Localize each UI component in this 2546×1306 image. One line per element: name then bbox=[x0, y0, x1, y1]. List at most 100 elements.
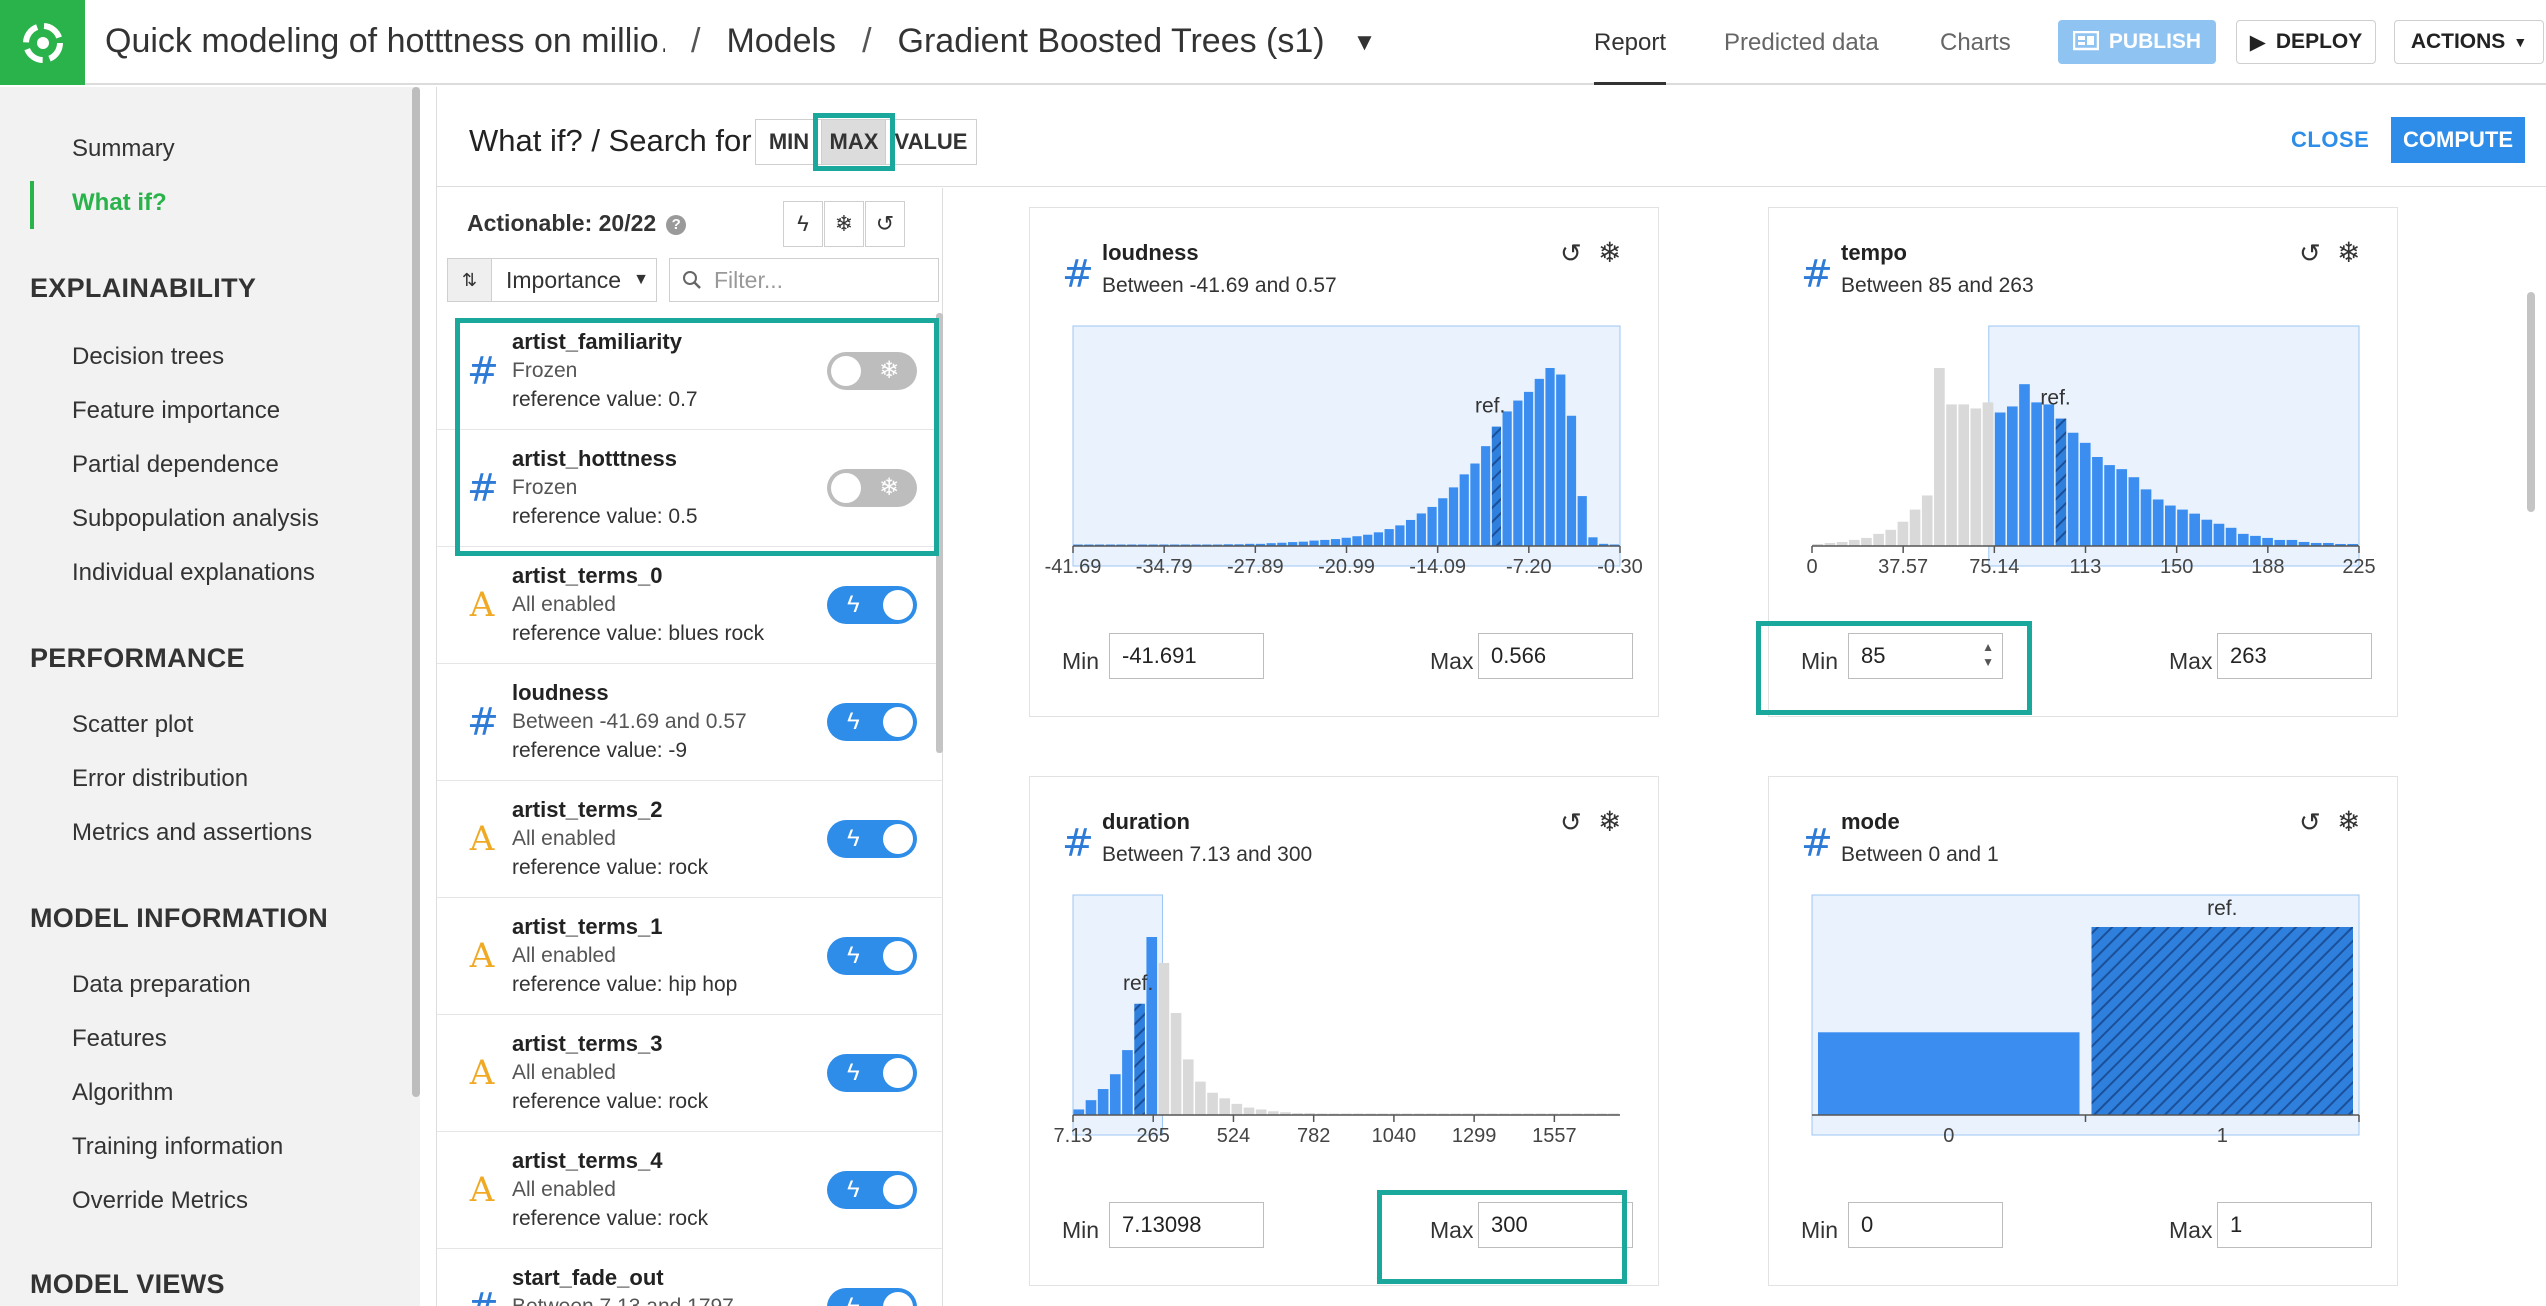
feature-reference: reference value: hip hop bbox=[512, 973, 738, 996]
histogram-bar bbox=[1395, 525, 1405, 546]
histogram-bar bbox=[1994, 412, 2006, 546]
max-input[interactable]: 263 bbox=[2217, 633, 2372, 679]
nav-scrollbar[interactable] bbox=[412, 87, 420, 1097]
min-input[interactable]: 0 bbox=[1848, 1202, 2003, 1248]
nav-override-metrics[interactable]: Override Metrics bbox=[72, 1187, 249, 1214]
feature-list-scrollbar[interactable] bbox=[936, 313, 943, 753]
snowflake-icon[interactable]: ❄ bbox=[1598, 806, 1622, 837]
reset-all-button[interactable]: ↺ bbox=[865, 201, 905, 247]
histogram-chart[interactable]: ref. 7.13 265 524 782 1040 1299 1557 bbox=[1030, 887, 1660, 1187]
histogram-chart[interactable]: ref. -41.69 -34.79 -27.89 -20.99 -14.09 -7.20 -… bbox=[1030, 318, 1660, 618]
enable-toggle[interactable]: ϟ bbox=[827, 703, 917, 741]
publish-button[interactable]: PUBLISH bbox=[2058, 20, 2216, 64]
undo-icon: ↺ bbox=[875, 211, 895, 236]
enable-toggle[interactable]: ϟ bbox=[827, 1054, 917, 1092]
nav-algorithm[interactable]: Algorithm bbox=[72, 1079, 174, 1106]
freeze-toggle[interactable]: ❄ bbox=[827, 352, 917, 390]
histogram-bar bbox=[2310, 542, 2322, 546]
histogram-bar bbox=[1438, 498, 1448, 546]
breadcrumb-project[interactable]: Quick modeling of hotttness on millio… bbox=[105, 22, 665, 60]
enable-toggle[interactable]: ϟ bbox=[827, 586, 917, 624]
freeze-all-button[interactable]: ❄ bbox=[824, 201, 864, 247]
nav-error-distribution[interactable]: Error distribution bbox=[72, 765, 249, 792]
nav-decision-trees[interactable]: Decision trees bbox=[72, 343, 225, 370]
filter-input[interactable] bbox=[714, 266, 924, 294]
actions-button[interactable]: ACTIONS ▼ bbox=[2394, 20, 2544, 64]
freeze-toggle[interactable]: ❄ bbox=[827, 469, 917, 507]
tab-predicted-data[interactable]: Predicted data bbox=[1724, 29, 1879, 56]
mode-max-button[interactable]: MAX bbox=[821, 119, 887, 165]
feature-name: artist_terms_4 bbox=[512, 1148, 663, 1173]
nav-features[interactable]: Features bbox=[72, 1025, 167, 1052]
card-feature-name: tempo bbox=[1841, 240, 1907, 265]
stepper-icon[interactable]: ▲ ▼ bbox=[1982, 640, 1994, 669]
undo-icon[interactable]: ↺ bbox=[1560, 238, 1582, 268]
tab-report[interactable]: Report bbox=[1594, 0, 1667, 85]
x-tick-label: 1557 bbox=[1532, 1125, 1577, 1147]
x-tick-label: 1299 bbox=[1452, 1125, 1497, 1147]
enable-toggle[interactable]: ϟ bbox=[827, 1288, 917, 1306]
feature-row[interactable]: # start_fade_out Between 7.13 and 1797 ϟ bbox=[437, 1249, 943, 1306]
mode-value-button[interactable]: VALUE bbox=[885, 119, 977, 165]
enable-toggle[interactable]: ϟ bbox=[827, 937, 917, 975]
histogram-bar bbox=[1534, 378, 1544, 546]
min-input[interactable]: -41.691 bbox=[1109, 633, 1264, 679]
close-button[interactable]: CLOSE bbox=[2291, 127, 2370, 152]
categorical-icon: A bbox=[469, 1053, 495, 1093]
undo-icon[interactable]: ↺ bbox=[1560, 807, 1582, 837]
histogram-chart[interactable]: ref. 0 37.57 75.14 113 150 188 225 bbox=[1769, 318, 2399, 618]
breadcrumb-model-name[interactable]: Gradient Boosted Trees (s1) bbox=[897, 22, 1325, 60]
nav-metrics-assertions[interactable]: Metrics and assertions bbox=[72, 819, 313, 846]
nav-subpopulation-analysis[interactable]: Subpopulation analysis bbox=[72, 505, 319, 532]
snowflake-icon: ❄ bbox=[879, 357, 900, 384]
nav-individual-explanations[interactable]: Individual explanations bbox=[72, 559, 315, 586]
nav-partial-dependence[interactable]: Partial dependence bbox=[72, 451, 279, 478]
deploy-label: DEPLOY bbox=[2275, 30, 2363, 53]
nav-training-information[interactable]: Training information bbox=[72, 1133, 284, 1160]
histogram-bar bbox=[1921, 495, 1933, 546]
tab-charts[interactable]: Charts bbox=[1940, 29, 2011, 56]
undo-icon[interactable]: ↺ bbox=[2299, 807, 2321, 837]
nav-data-preparation[interactable]: Data preparation bbox=[72, 971, 251, 998]
sort-dropdown[interactable]: ⇅ Importance ▼ bbox=[447, 258, 657, 302]
enable-toggle[interactable]: ϟ bbox=[827, 820, 917, 858]
feature-row[interactable]: # artist_hotttness Frozen reference value: … bbox=[437, 430, 943, 547]
nav-feature-importance[interactable]: Feature importance bbox=[72, 397, 281, 424]
chevron-down-icon[interactable]: ▼ bbox=[1352, 29, 1377, 57]
max-input[interactable]: 1 bbox=[2217, 1202, 2372, 1248]
nav-section-performance: PERFORMANCE bbox=[30, 643, 245, 673]
cards-scrollbar[interactable] bbox=[2527, 292, 2535, 512]
nav-active-indicator bbox=[30, 181, 34, 229]
nav-what-if[interactable]: What if? bbox=[72, 189, 167, 216]
dataiku-logo-icon bbox=[22, 22, 63, 63]
min-input[interactable]: 85 ▲ ▼ bbox=[1848, 633, 2003, 679]
histogram-bar bbox=[2250, 535, 2261, 546]
feature-row[interactable]: # artist_familiarity Frozen reference value… bbox=[437, 313, 943, 430]
enable-all-button[interactable]: ϟ bbox=[783, 201, 823, 247]
snowflake-icon[interactable]: ❄ bbox=[1598, 237, 1622, 268]
mode-min-button[interactable]: MIN bbox=[755, 119, 823, 165]
feature-row[interactable]: # loudness Between -41.69 and 0.57 referenc… bbox=[437, 664, 943, 781]
max-input[interactable]: 300 bbox=[1478, 1202, 1633, 1248]
histogram-chart[interactable]: ref. 0 1 bbox=[1769, 887, 2399, 1187]
deploy-button[interactable]: ▶ DEPLOY bbox=[2236, 20, 2376, 64]
compute-button[interactable]: COMPUTE bbox=[2391, 117, 2525, 163]
breadcrumb-models[interactable]: Models bbox=[726, 22, 837, 60]
max-input[interactable]: 0.566 bbox=[1478, 633, 1633, 679]
nav-scatter-plot[interactable]: Scatter plot bbox=[72, 711, 194, 738]
snowflake-icon[interactable]: ❄ bbox=[2337, 806, 2361, 837]
snowflake-icon[interactable]: ❄ bbox=[2337, 237, 2361, 268]
app-logo[interactable] bbox=[0, 0, 85, 85]
min-input[interactable]: 7.13098 bbox=[1109, 1202, 1264, 1248]
help-icon[interactable]: ? bbox=[666, 214, 687, 235]
nav-summary[interactable]: Summary bbox=[72, 135, 175, 162]
undo-icon[interactable]: ↺ bbox=[2299, 238, 2321, 268]
x-tick-label: 0 bbox=[1806, 556, 1817, 578]
enable-toggle[interactable]: ϟ bbox=[827, 1171, 917, 1209]
filter-box bbox=[669, 258, 939, 302]
